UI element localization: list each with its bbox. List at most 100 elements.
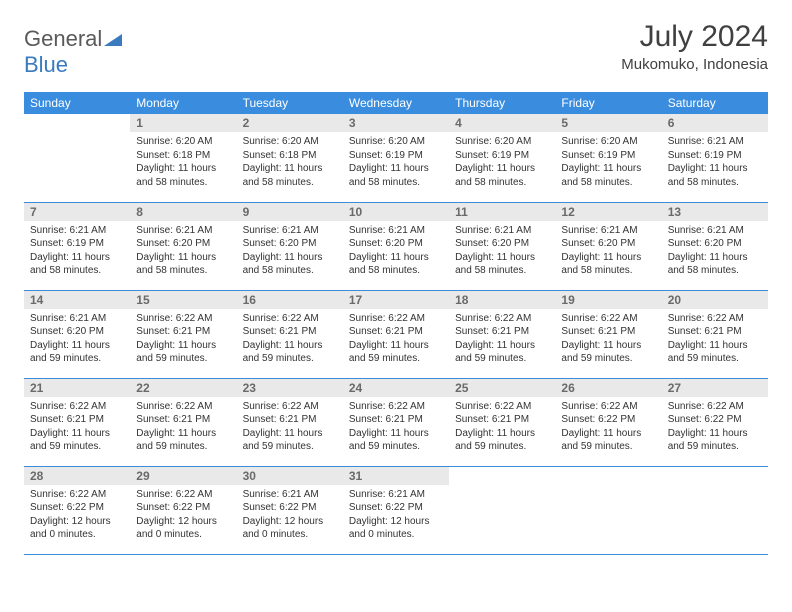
calendar-day-cell: 17Sunrise: 6:22 AMSunset: 6:21 PMDayligh… xyxy=(343,290,449,378)
weekday-header: Monday xyxy=(130,92,236,114)
day-details: Sunrise: 6:21 AMSunset: 6:20 PMDaylight:… xyxy=(662,221,768,282)
day-number: 17 xyxy=(343,291,449,309)
day-details: Sunrise: 6:21 AMSunset: 6:19 PMDaylight:… xyxy=(24,221,130,282)
calendar-body: 1Sunrise: 6:20 AMSunset: 6:18 PMDaylight… xyxy=(24,114,768,554)
calendar-week-row: 1Sunrise: 6:20 AMSunset: 6:18 PMDaylight… xyxy=(24,114,768,202)
calendar-day-cell: 24Sunrise: 6:22 AMSunset: 6:21 PMDayligh… xyxy=(343,378,449,466)
calendar-day-cell: 22Sunrise: 6:22 AMSunset: 6:21 PMDayligh… xyxy=(130,378,236,466)
day-number: 21 xyxy=(24,379,130,397)
day-details: Sunrise: 6:22 AMSunset: 6:21 PMDaylight:… xyxy=(130,309,236,370)
calendar-day-cell: 5Sunrise: 6:20 AMSunset: 6:19 PMDaylight… xyxy=(555,114,661,202)
day-details: Sunrise: 6:22 AMSunset: 6:21 PMDaylight:… xyxy=(662,309,768,370)
day-number: 11 xyxy=(449,203,555,221)
calendar-day-cell: 2Sunrise: 6:20 AMSunset: 6:18 PMDaylight… xyxy=(237,114,343,202)
day-details: Sunrise: 6:21 AMSunset: 6:20 PMDaylight:… xyxy=(343,221,449,282)
day-number: 18 xyxy=(449,291,555,309)
day-details: Sunrise: 6:22 AMSunset: 6:21 PMDaylight:… xyxy=(24,397,130,458)
calendar-day-cell: 15Sunrise: 6:22 AMSunset: 6:21 PMDayligh… xyxy=(130,290,236,378)
weekday-header: Saturday xyxy=(662,92,768,114)
day-number: 22 xyxy=(130,379,236,397)
day-details: Sunrise: 6:21 AMSunset: 6:20 PMDaylight:… xyxy=(24,309,130,370)
day-details: Sunrise: 6:22 AMSunset: 6:21 PMDaylight:… xyxy=(449,397,555,458)
calendar-day-cell xyxy=(24,114,130,202)
calendar-table: SundayMondayTuesdayWednesdayThursdayFrid… xyxy=(24,92,768,555)
calendar-day-cell: 9Sunrise: 6:21 AMSunset: 6:20 PMDaylight… xyxy=(237,202,343,290)
calendar-day-cell: 20Sunrise: 6:22 AMSunset: 6:21 PMDayligh… xyxy=(662,290,768,378)
day-details: Sunrise: 6:22 AMSunset: 6:21 PMDaylight:… xyxy=(237,309,343,370)
weekday-header: Friday xyxy=(555,92,661,114)
calendar-day-cell: 28Sunrise: 6:22 AMSunset: 6:22 PMDayligh… xyxy=(24,466,130,554)
logo-text-blue: Blue xyxy=(24,52,68,77)
day-details: Sunrise: 6:22 AMSunset: 6:21 PMDaylight:… xyxy=(237,397,343,458)
calendar-day-cell: 29Sunrise: 6:22 AMSunset: 6:22 PMDayligh… xyxy=(130,466,236,554)
calendar-day-cell: 12Sunrise: 6:21 AMSunset: 6:20 PMDayligh… xyxy=(555,202,661,290)
day-number: 13 xyxy=(662,203,768,221)
day-number: 1 xyxy=(130,114,236,132)
day-number: 24 xyxy=(343,379,449,397)
day-number: 8 xyxy=(130,203,236,221)
day-number: 23 xyxy=(237,379,343,397)
calendar-day-cell: 26Sunrise: 6:22 AMSunset: 6:22 PMDayligh… xyxy=(555,378,661,466)
day-details: Sunrise: 6:22 AMSunset: 6:22 PMDaylight:… xyxy=(662,397,768,458)
calendar-day-cell xyxy=(662,466,768,554)
location: Mukomuko, Indonesia xyxy=(621,56,768,73)
logo-text-gray: General xyxy=(24,26,102,51)
day-details: Sunrise: 6:21 AMSunset: 6:20 PMDaylight:… xyxy=(555,221,661,282)
day-details: Sunrise: 6:22 AMSunset: 6:21 PMDaylight:… xyxy=(343,397,449,458)
calendar-week-row: 28Sunrise: 6:22 AMSunset: 6:22 PMDayligh… xyxy=(24,466,768,554)
day-details: Sunrise: 6:22 AMSunset: 6:21 PMDaylight:… xyxy=(343,309,449,370)
calendar-day-cell: 14Sunrise: 6:21 AMSunset: 6:20 PMDayligh… xyxy=(24,290,130,378)
calendar-day-cell: 11Sunrise: 6:21 AMSunset: 6:20 PMDayligh… xyxy=(449,202,555,290)
day-details: Sunrise: 6:20 AMSunset: 6:19 PMDaylight:… xyxy=(343,132,449,193)
day-number: 4 xyxy=(449,114,555,132)
calendar-week-row: 7Sunrise: 6:21 AMSunset: 6:19 PMDaylight… xyxy=(24,202,768,290)
calendar-day-cell: 3Sunrise: 6:20 AMSunset: 6:19 PMDaylight… xyxy=(343,114,449,202)
day-details: Sunrise: 6:22 AMSunset: 6:21 PMDaylight:… xyxy=(555,309,661,370)
calendar-day-cell: 8Sunrise: 6:21 AMSunset: 6:20 PMDaylight… xyxy=(130,202,236,290)
calendar-day-cell: 21Sunrise: 6:22 AMSunset: 6:21 PMDayligh… xyxy=(24,378,130,466)
day-number: 14 xyxy=(24,291,130,309)
calendar-day-cell: 23Sunrise: 6:22 AMSunset: 6:21 PMDayligh… xyxy=(237,378,343,466)
day-details: Sunrise: 6:22 AMSunset: 6:21 PMDaylight:… xyxy=(449,309,555,370)
day-number: 7 xyxy=(24,203,130,221)
day-number: 3 xyxy=(343,114,449,132)
day-number: 2 xyxy=(237,114,343,132)
day-number: 29 xyxy=(130,467,236,485)
weekday-header: Wednesday xyxy=(343,92,449,114)
calendar-day-cell: 31Sunrise: 6:21 AMSunset: 6:22 PMDayligh… xyxy=(343,466,449,554)
calendar-day-cell: 25Sunrise: 6:22 AMSunset: 6:21 PMDayligh… xyxy=(449,378,555,466)
calendar-day-cell: 27Sunrise: 6:22 AMSunset: 6:22 PMDayligh… xyxy=(662,378,768,466)
day-number: 19 xyxy=(555,291,661,309)
calendar-day-cell: 18Sunrise: 6:22 AMSunset: 6:21 PMDayligh… xyxy=(449,290,555,378)
day-details: Sunrise: 6:20 AMSunset: 6:18 PMDaylight:… xyxy=(130,132,236,193)
day-details: Sunrise: 6:21 AMSunset: 6:22 PMDaylight:… xyxy=(237,485,343,546)
day-number: 12 xyxy=(555,203,661,221)
day-details: Sunrise: 6:22 AMSunset: 6:21 PMDaylight:… xyxy=(130,397,236,458)
day-details: Sunrise: 6:22 AMSunset: 6:22 PMDaylight:… xyxy=(130,485,236,546)
day-details: Sunrise: 6:21 AMSunset: 6:22 PMDaylight:… xyxy=(343,485,449,546)
day-number: 20 xyxy=(662,291,768,309)
calendar-week-row: 14Sunrise: 6:21 AMSunset: 6:20 PMDayligh… xyxy=(24,290,768,378)
calendar-day-cell: 13Sunrise: 6:21 AMSunset: 6:20 PMDayligh… xyxy=(662,202,768,290)
day-details: Sunrise: 6:21 AMSunset: 6:19 PMDaylight:… xyxy=(662,132,768,193)
day-details: Sunrise: 6:21 AMSunset: 6:20 PMDaylight:… xyxy=(237,221,343,282)
day-details: Sunrise: 6:20 AMSunset: 6:19 PMDaylight:… xyxy=(449,132,555,193)
day-number: 28 xyxy=(24,467,130,485)
day-number: 6 xyxy=(662,114,768,132)
weekday-header-row: SundayMondayTuesdayWednesdayThursdayFrid… xyxy=(24,92,768,114)
weekday-header: Sunday xyxy=(24,92,130,114)
day-number: 27 xyxy=(662,379,768,397)
day-number: 9 xyxy=(237,203,343,221)
calendar-day-cell: 4Sunrise: 6:20 AMSunset: 6:19 PMDaylight… xyxy=(449,114,555,202)
header: GeneralBlue July 2024 Mukomuko, Indonesi… xyxy=(24,20,768,78)
day-details: Sunrise: 6:21 AMSunset: 6:20 PMDaylight:… xyxy=(130,221,236,282)
logo: GeneralBlue xyxy=(24,20,122,78)
calendar-day-cell: 6Sunrise: 6:21 AMSunset: 6:19 PMDaylight… xyxy=(662,114,768,202)
logo-triangle-icon xyxy=(104,26,122,51)
calendar-week-row: 21Sunrise: 6:22 AMSunset: 6:21 PMDayligh… xyxy=(24,378,768,466)
day-details: Sunrise: 6:20 AMSunset: 6:18 PMDaylight:… xyxy=(237,132,343,193)
day-details: Sunrise: 6:21 AMSunset: 6:20 PMDaylight:… xyxy=(449,221,555,282)
day-number: 5 xyxy=(555,114,661,132)
weekday-header: Thursday xyxy=(449,92,555,114)
calendar-day-cell: 30Sunrise: 6:21 AMSunset: 6:22 PMDayligh… xyxy=(237,466,343,554)
